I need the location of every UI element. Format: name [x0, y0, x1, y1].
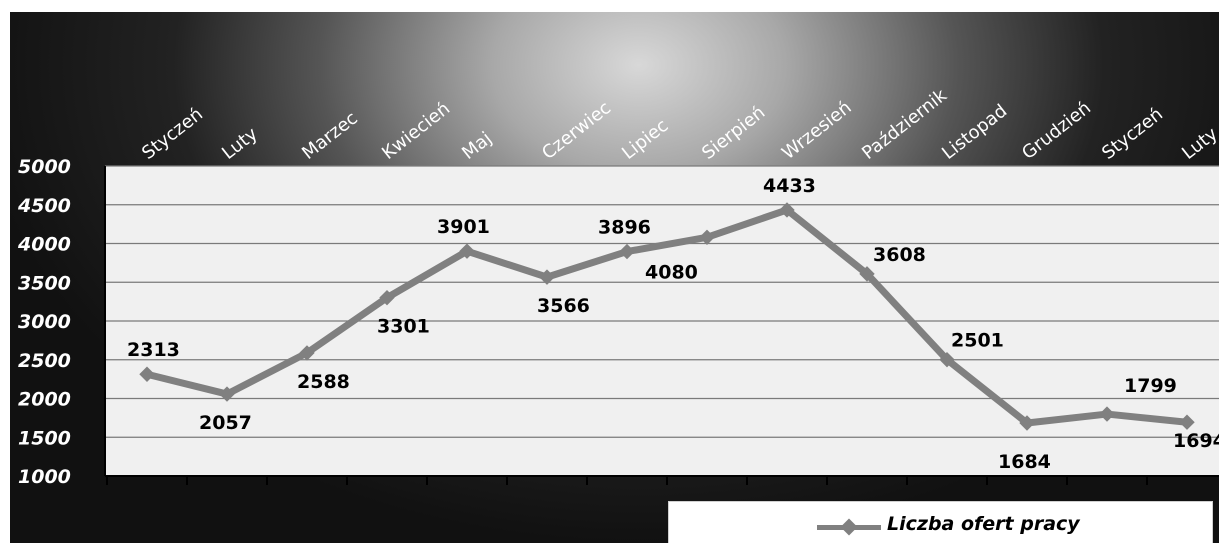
- data-point: [859, 266, 875, 282]
- data-label: 1684: [998, 451, 1051, 473]
- data-label: 1799: [1124, 375, 1177, 397]
- data-point: [459, 243, 475, 259]
- y-tick-label: 5000: [18, 156, 71, 178]
- data-label: 3566: [537, 295, 590, 317]
- series-line: [143, 206, 1191, 427]
- data-label: 3896: [598, 217, 651, 239]
- y-tick-label: 3000: [18, 311, 71, 333]
- data-point: [779, 202, 795, 218]
- x-tick-label: Luty: [218, 123, 262, 164]
- x-tick-label: Luty: [1178, 123, 1219, 164]
- y-tick-label: 3500: [18, 272, 71, 294]
- data-point: [219, 386, 235, 402]
- data-point: [1019, 415, 1035, 431]
- y-tick-label: 4500: [17, 195, 71, 217]
- data-point: [539, 269, 555, 285]
- data-label: 3901: [437, 216, 490, 238]
- legend-label: Liczba ofert pracy: [887, 513, 1080, 535]
- data-point: [939, 351, 955, 368]
- y-tick-label: 2500: [18, 350, 71, 372]
- y-tick-label: 1000: [18, 466, 71, 488]
- x-tick-label: Maj: [458, 128, 496, 164]
- y-tick-label: 1500: [18, 427, 71, 449]
- x-tick-label: Październik: [858, 85, 951, 164]
- data-point: [299, 345, 315, 361]
- data-label: 3301: [377, 316, 430, 338]
- x-tick-label: Styczeń: [138, 104, 207, 164]
- data-point: [619, 243, 635, 260]
- line-chart: 5000 4500 4000 3500 3000 2500 2000 1500 1000 Styc…: [17, 85, 1219, 488]
- data-point: [379, 289, 395, 306]
- y-tick-label: 2000: [18, 389, 71, 411]
- data-label: 1694: [1173, 430, 1219, 452]
- legend: Liczba ofert pracy: [668, 501, 1213, 543]
- data-point: [139, 366, 155, 382]
- x-tick-label: Sierpień: [698, 102, 769, 164]
- x-tick-label: Marzec: [298, 108, 362, 164]
- data-label: 4080: [645, 261, 698, 283]
- data-point: [1099, 406, 1115, 422]
- data-label: 2057: [199, 412, 252, 434]
- chart-frame: 5000 4500 4000 3500 3000 2500 2000 1500 1000 Styc…: [10, 12, 1219, 543]
- data-label: 2313: [127, 339, 180, 361]
- x-tick-label: Styczeń: [1098, 104, 1167, 164]
- data-label: 3608: [873, 244, 926, 266]
- data-label: 4433: [763, 175, 816, 197]
- data-point: [699, 229, 715, 246]
- x-tick-label: Wrzesień: [778, 97, 855, 164]
- x-tick-label: Czerwiec: [538, 97, 615, 164]
- legend-diamond-marker: [840, 518, 858, 536]
- x-tick-label: Grudzień: [1018, 97, 1095, 163]
- data-label: 2501: [951, 330, 1004, 352]
- x-tick-label: Listopad: [938, 100, 1011, 164]
- data-label: 2588: [297, 371, 350, 393]
- data-point: [1179, 414, 1195, 430]
- y-tick-label: 4000: [17, 234, 71, 256]
- x-tick-label: Kwiecień: [378, 98, 454, 164]
- x-tick-label: Lipiec: [618, 115, 672, 164]
